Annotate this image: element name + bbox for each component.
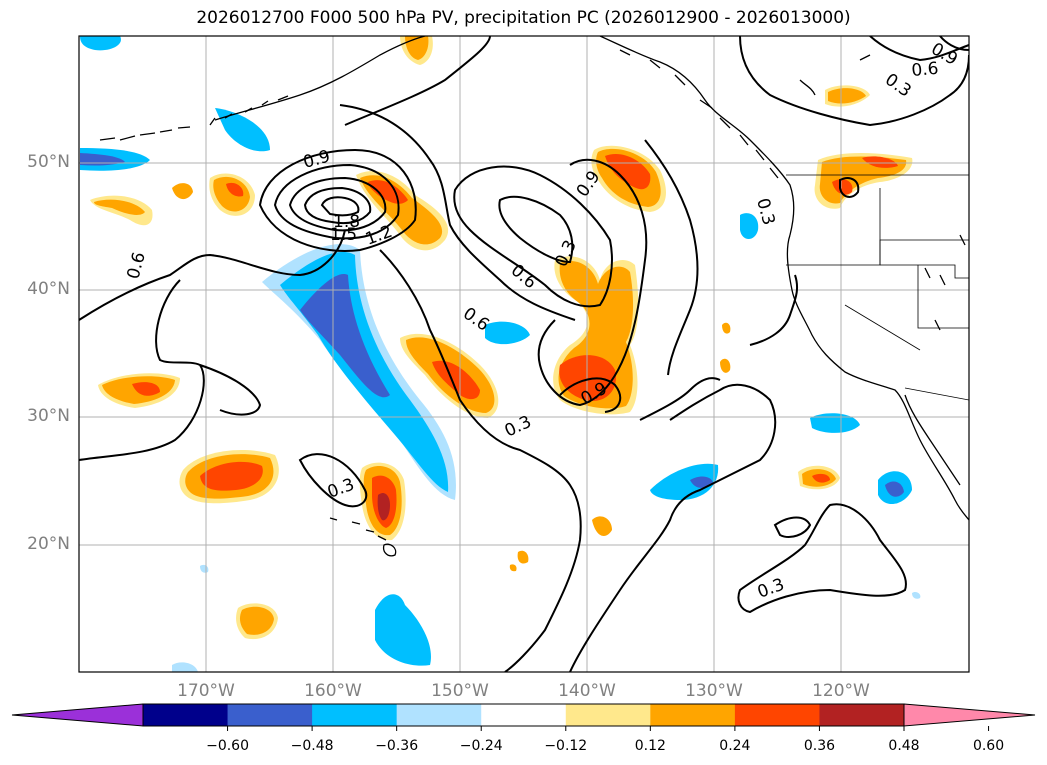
contour-0.3-north [644,139,699,376]
hawaii-islands [329,517,397,557]
coastlines [99,36,969,521]
colorbar-segment [565,704,651,726]
colorbar-tick-label: −0.12 [544,738,588,754]
map-panel: 0.9 1.8 1.5 1.2 0.9 0.3 0.6 0.6 0.9 0.6 … [78,35,970,673]
colorbar-tick-label: −0.60 [206,738,249,754]
colorbar-segments [12,704,1035,726]
us-west-coast [786,234,969,521]
contour-1.5-ring [288,176,387,232]
contour-0.9-central [453,165,613,308]
colorbar-tick-label: 0.36 [803,738,836,754]
contour-0.6-east [739,36,969,127]
precip-shading [80,36,921,672]
contour-0.3-hawaii [298,453,368,508]
contour-0.9-ring [258,148,417,252]
lat-label-40n: 40°N [27,279,70,299]
lat-label-50n: 50°N [27,152,70,172]
colorbar-segment [734,704,820,726]
lon-label-120w: 120°W [812,681,870,701]
lon-label-160w: 160°W [304,681,362,701]
contour-0.6-central [339,104,576,321]
map-frame [78,35,970,673]
colorbar-extend-high [904,704,1035,726]
colorbar-tick-label: −0.36 [375,738,419,754]
colorbar-tick-label: 0.60 [972,738,1005,754]
alaska-panhandle-coast [599,36,795,236]
contour-0.3-baja [737,503,907,614]
baja-coast [904,394,961,486]
colorbar-tick-label: −0.48 [290,738,334,754]
figure-title: 2026012700 F000 500 hPa PV, precipitatio… [196,8,851,28]
colorbar-tick-label: −0.24 [459,738,503,754]
contour-0.6-southwest [79,279,205,461]
lat-label-20n: 20°N [27,534,70,554]
lon-label-140w: 140°W [558,681,616,701]
lon-label-150w: 150°W [431,681,489,701]
contour-label: 0.6 [911,59,940,81]
lat-label-30n: 30°N [27,406,70,426]
pv-contours [79,36,969,672]
colorbar-segment [396,704,482,726]
contour-0.3-east-south [639,377,721,421]
colorbar-tick-label: 0.12 [634,738,666,754]
colorbar-segment [227,704,313,726]
contour-label: 1.8 [333,212,360,232]
colorbar-segment [312,704,398,726]
colorbar-segment [819,704,905,726]
lon-label-130w: 130°W [685,681,743,701]
contour-0.9-east [537,158,648,407]
colorbar-extend-low [12,704,143,726]
map-background [79,36,969,672]
colorbar-segment [143,704,229,726]
colorbar-segment [650,704,736,726]
contour-1.8-ring [303,186,372,225]
borders [786,174,969,401]
contour-label: 1.5 [330,225,357,245]
alaska-coast [214,36,426,121]
neg-streak-inner [300,274,390,398]
lon-label-170w: 170°W [177,681,235,701]
contour-0.3-central [379,249,582,672]
gridlines [79,36,969,672]
colorbar-tick-label: 0.24 [719,738,751,754]
contour-1.2-ring [273,163,400,240]
colorbar-tick-label: 0.48 [888,738,920,754]
contour-0.6-west [79,229,346,321]
colorbar-segment [481,704,567,726]
